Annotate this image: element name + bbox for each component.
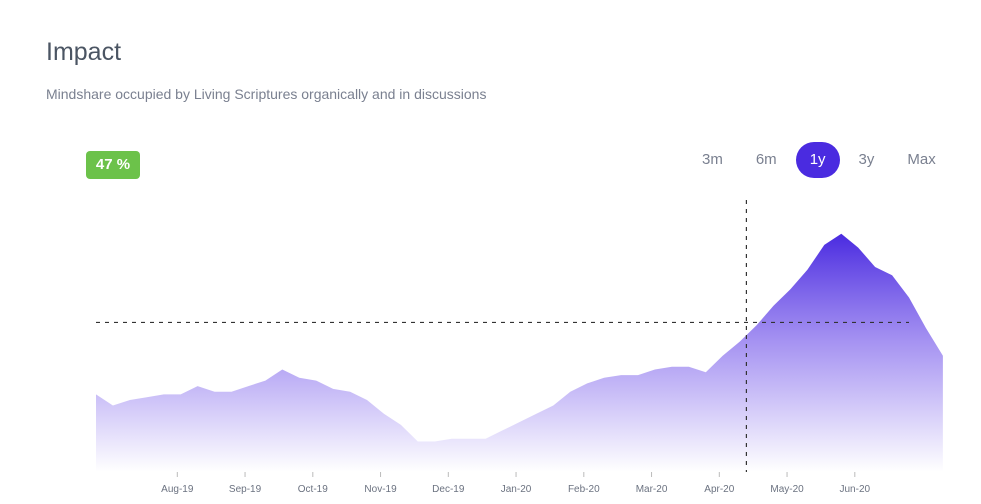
- x-tick-label: Dec-19: [432, 484, 465, 495]
- x-tick-label: Aug-19: [161, 484, 194, 495]
- x-tick-label: Jun-20: [840, 484, 871, 495]
- value-badge: 47 %: [86, 151, 140, 179]
- range-max-button[interactable]: Max: [907, 151, 936, 168]
- time-range-selector: 3m 6m 1y 3y Max: [688, 141, 955, 179]
- x-tick-label: Nov-19: [364, 484, 397, 495]
- range-3m-button[interactable]: 3m: [702, 151, 723, 168]
- x-tick-label: May-20: [770, 484, 804, 495]
- range-1y-button[interactable]: 1y: [795, 142, 840, 178]
- x-tick-label: Oct-19: [298, 484, 328, 495]
- range-6m-button[interactable]: 6m: [755, 151, 777, 168]
- page-subtitle: Mindshare occupied by Living Scriptures …: [46, 86, 487, 102]
- x-tick-label: Mar-20: [636, 484, 668, 495]
- page-title: Impact: [46, 38, 122, 66]
- series-area: [96, 233, 943, 472]
- x-tick-label: Jan-20: [501, 484, 532, 495]
- x-tick-label: Feb-20: [568, 484, 600, 495]
- x-tick-label: Sep-19: [229, 484, 262, 495]
- range-3y-button[interactable]: 3y: [858, 151, 875, 168]
- x-tick-label: Apr-20: [704, 484, 734, 495]
